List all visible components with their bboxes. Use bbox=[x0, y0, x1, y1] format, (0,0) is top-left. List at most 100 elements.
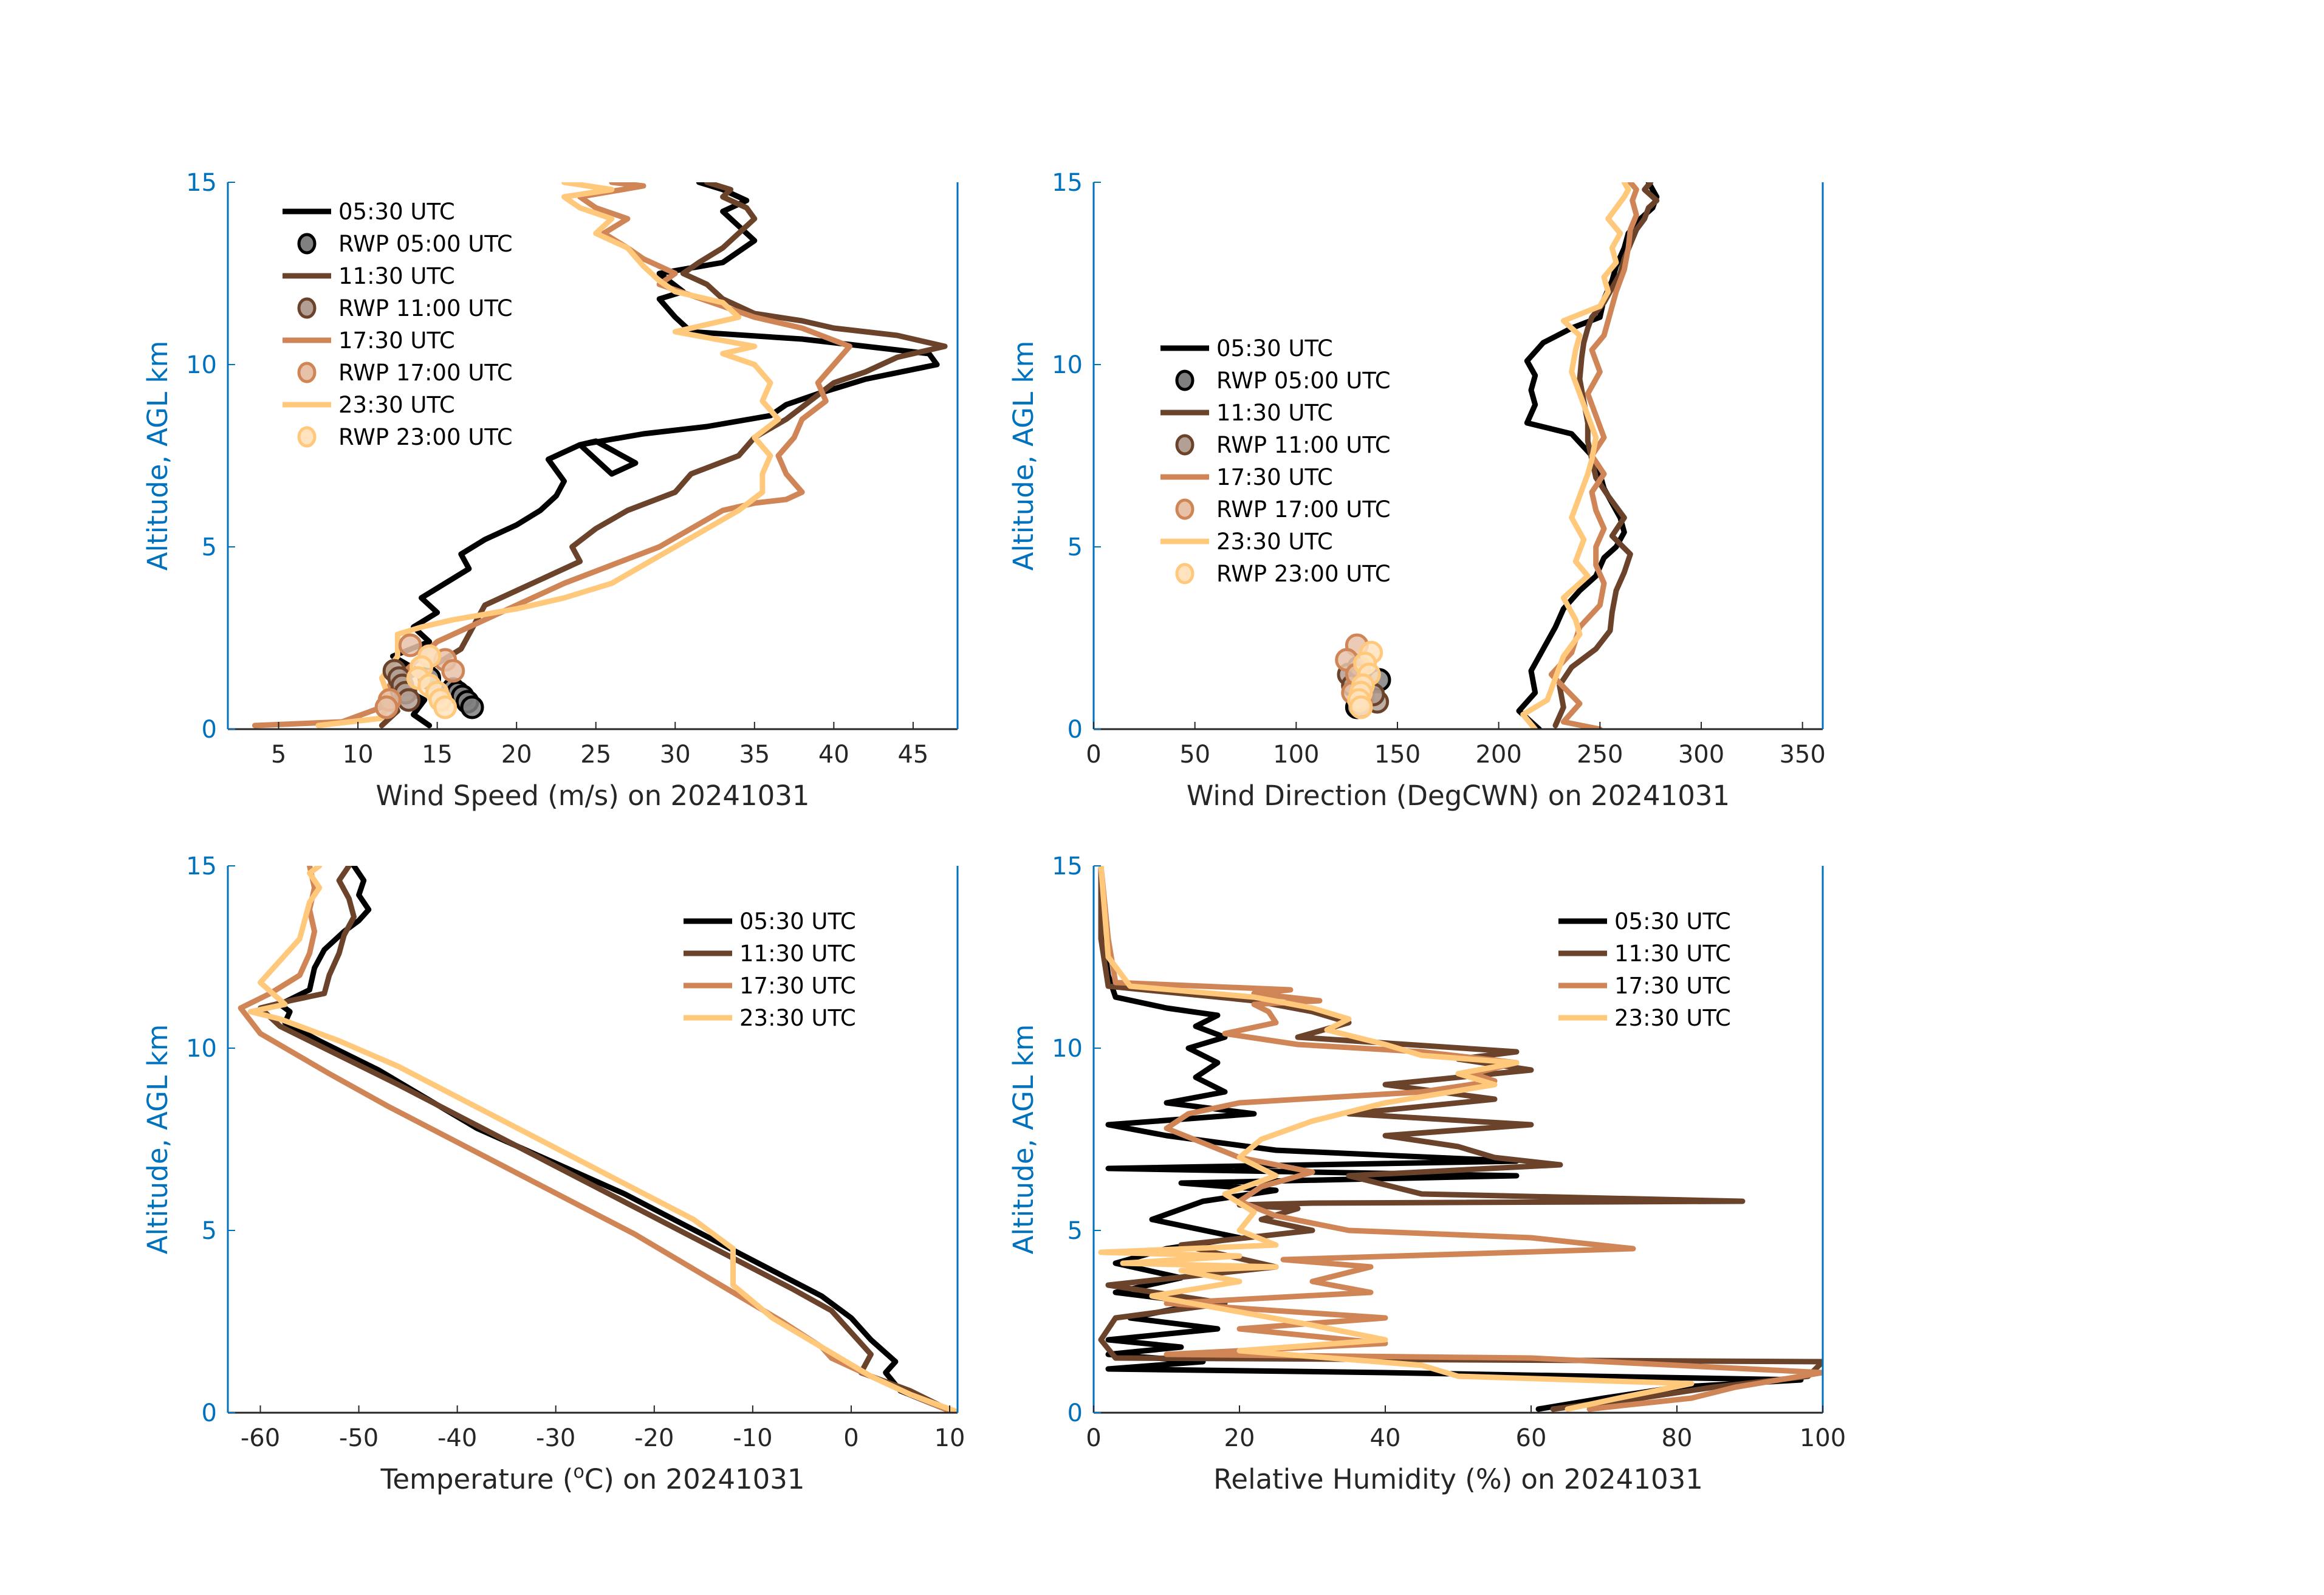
wind-speed-xtick-label: 20 bbox=[501, 741, 532, 769]
wind-direction-line-05-30-utc bbox=[1516, 182, 1660, 729]
wind-direction-xtick-label: 200 bbox=[1475, 741, 1521, 769]
temperature-panel: -60 -50 -40 -30 -20 -10 0 10 0 5 10 15 05:30 UTC 11:3… bbox=[142, 852, 965, 1495]
wind-speed-ytick-label: 0 bbox=[202, 716, 217, 744]
relative-humidity-xtick-label: 80 bbox=[1662, 1424, 1693, 1452]
wind-direction-xtick-label: 100 bbox=[1273, 741, 1319, 769]
legend-entry-05-30-utc: 05:30 UTC bbox=[739, 908, 856, 935]
legend-entry-rwp-17-00-utc: RWP 17:00 UTC bbox=[1216, 496, 1391, 523]
wind-speed-panel: 5 10 15 20 25 30 35 40 45 0 5 10 15 05:30 UTC RWP 05:0… bbox=[142, 169, 959, 812]
legend-entry-rwp-11-00-utc: RWP 11:00 UTC bbox=[1216, 432, 1391, 458]
wind-speed-xtick-label: 5 bbox=[271, 741, 286, 769]
wind-speed-series-group bbox=[252, 182, 948, 729]
relative-humidity-panel: 0 20 40 60 80 100 0 5 10 15 05:30 UTC 11:30 UTC 17:3… bbox=[1007, 852, 1846, 1495]
legend-entry-rwp-17-00-utc: RWP 17:00 UTC bbox=[338, 360, 513, 386]
relative-humidity-ylabel: Altitude, AGL km bbox=[1007, 1024, 1040, 1255]
legend-marker-icon bbox=[297, 362, 317, 383]
legend-marker-icon bbox=[297, 297, 317, 319]
wind-speed-point-rwp-23-00-utc bbox=[433, 695, 458, 719]
legend-entry-rwp-23-00-utc: RWP 23:00 UTC bbox=[1216, 561, 1391, 587]
temperature-xtick-label: -50 bbox=[339, 1424, 379, 1452]
temperature-xlabel-pre: Temperature ( bbox=[380, 1463, 574, 1495]
relative-humidity-legend: 05:30 UTC 11:30 UTC 17:30 UTC 23:30 UTC bbox=[1558, 908, 1731, 1031]
legend-entry-05-30-utc: 05:30 UTC bbox=[338, 199, 455, 225]
temperature-line-23-30-utc bbox=[247, 866, 958, 1413]
wind-direction-xtick-label: 50 bbox=[1179, 741, 1210, 769]
legend-entry-rwp-23-00-utc: RWP 23:00 UTC bbox=[338, 424, 513, 450]
legend-entry-05-30-utc: 05:30 UTC bbox=[1216, 335, 1333, 362]
legend-entry-11-30-utc: 11:30 UTC bbox=[1216, 400, 1333, 426]
wind-speed-xtick-label: 25 bbox=[580, 741, 611, 769]
relative-humidity-xtick-label: 0 bbox=[1086, 1424, 1101, 1452]
wind-direction-line-23-30-utc bbox=[1520, 182, 1631, 729]
wind-speed-ytick-label: 5 bbox=[202, 533, 217, 561]
wind-speed-xtick-label: 35 bbox=[739, 741, 770, 769]
wind-direction-xlabel: Wind Direction (DegCWN) on 20241031 bbox=[1187, 780, 1730, 812]
legend-entry-rwp-05-00-utc: RWP 05:00 UTC bbox=[338, 231, 513, 257]
legend-entry-17-30-utc: 17:30 UTC bbox=[1216, 464, 1333, 490]
wind-direction-ylabel: Altitude, AGL km bbox=[1007, 341, 1040, 571]
temperature-ytick-label: 0 bbox=[202, 1399, 217, 1427]
relative-humidity-xtick-label: 40 bbox=[1370, 1424, 1401, 1452]
wind-direction-ytick-label: 0 bbox=[1068, 716, 1083, 744]
temperature-series-group bbox=[238, 866, 958, 1413]
temperature-ytick-label: 5 bbox=[202, 1217, 217, 1245]
relative-humidity-ytick-label: 15 bbox=[1052, 852, 1083, 880]
wind-direction-xtick-label: 150 bbox=[1374, 741, 1421, 769]
wind-direction-legend: 05:30 UTC RWP 05:00 UTC 11:30 UTC RWP 11:00… bbox=[1160, 335, 1391, 587]
wind-direction-plot-area: 0 50 100 150 200 250 300 350 0 5 10 15 05:30 UTC RWP … bbox=[1052, 169, 1826, 769]
relative-humidity-ytick-label: 5 bbox=[1068, 1217, 1083, 1245]
wind-direction-series-group bbox=[1335, 182, 1660, 729]
wind-speed-ylabel: Altitude, AGL km bbox=[142, 341, 174, 571]
legend-marker-icon bbox=[297, 233, 317, 255]
legend-marker-icon bbox=[1175, 563, 1195, 585]
wind-speed-plot-area: 5 10 15 20 25 30 35 40 45 0 5 10 15 05:30 UTC RWP 05:0… bbox=[186, 169, 959, 769]
wind-speed-xtick-label: 15 bbox=[422, 741, 453, 769]
legend-entry-rwp-05-00-utc: RWP 05:00 UTC bbox=[1216, 368, 1391, 394]
legend-entry-23-30-utc: 23:30 UTC bbox=[338, 392, 455, 418]
legend-entry-11-30-utc: 11:30 UTC bbox=[338, 263, 455, 289]
wind-speed-xtick-label: 40 bbox=[818, 741, 849, 769]
temperature-xlabel-post: C) on 20241031 bbox=[584, 1463, 805, 1495]
wind-speed-legend: 05:30 UTC RWP 05:00 UTC 11:30 UTC RWP 11:00… bbox=[283, 199, 513, 450]
relative-humidity-xlabel: Relative Humidity (%) on 20241031 bbox=[1213, 1463, 1703, 1495]
wind-speed-xtick-label: 30 bbox=[660, 741, 691, 769]
temperature-xtick-label: -40 bbox=[437, 1424, 477, 1452]
temperature-xtick-label: -20 bbox=[634, 1424, 674, 1452]
temperature-xtick-label: 0 bbox=[843, 1424, 859, 1452]
relative-humidity-ytick-label: 0 bbox=[1068, 1399, 1083, 1427]
legend-entry-17-30-utc: 17:30 UTC bbox=[1614, 973, 1731, 999]
wind-speed-point-rwp-17-00-utc bbox=[441, 659, 465, 683]
legend-marker-icon bbox=[297, 426, 317, 448]
temperature-xlabel: Temperature (oC) on 20241031 bbox=[380, 1461, 805, 1495]
legend-entry-17-30-utc: 17:30 UTC bbox=[739, 973, 856, 999]
wind-speed-point-rwp-05-00-utc bbox=[460, 695, 484, 719]
legend-entry-05-30-utc: 05:30 UTC bbox=[1614, 908, 1731, 935]
relative-humidity-series-group bbox=[1098, 866, 1823, 1412]
wind-speed-ytick-label: 15 bbox=[186, 169, 217, 197]
relative-humidity-line-11-30-utc bbox=[1098, 866, 1823, 1412]
wind-direction-xtick-label: 300 bbox=[1678, 741, 1724, 769]
wind-direction-xtick-label: 350 bbox=[1779, 741, 1825, 769]
wind-speed-xlabel: Wind Speed (m/s) on 20241031 bbox=[375, 780, 809, 812]
temperature-legend: 05:30 UTC 11:30 UTC 17:30 UTC 23:30 UTC bbox=[684, 908, 856, 1031]
relative-humidity-ytick-label: 10 bbox=[1052, 1035, 1083, 1063]
temperature-ytick-label: 15 bbox=[186, 852, 217, 880]
wind-speed-xtick-label: 45 bbox=[897, 741, 928, 769]
wind-direction-xtick-label: 0 bbox=[1086, 741, 1101, 769]
wind-direction-xtick-label: 250 bbox=[1577, 741, 1623, 769]
legend-entry-23-30-utc: 23:30 UTC bbox=[739, 1005, 856, 1031]
relative-humidity-plot-area: 0 20 40 60 80 100 0 5 10 15 05:30 UTC 11:30 UTC 17:3… bbox=[1052, 852, 1846, 1452]
wind-direction-ytick-label: 10 bbox=[1052, 351, 1083, 379]
temperature-xtick-label: 10 bbox=[934, 1424, 965, 1452]
wind-direction-ytick-label: 15 bbox=[1052, 169, 1083, 197]
legend-entry-11-30-utc: 11:30 UTC bbox=[739, 941, 856, 967]
wind-direction-point-rwp-23-00-utc bbox=[1349, 695, 1373, 719]
relative-humidity-line-23-30-utc bbox=[1098, 866, 1695, 1412]
legend-entry-rwp-11-00-utc: RWP 11:00 UTC bbox=[338, 295, 513, 321]
legend-entry-23-30-utc: 23:30 UTC bbox=[1216, 529, 1333, 555]
wind-speed-point-rwp-17-00-utc bbox=[374, 695, 399, 719]
wind-direction-panel: 0 50 100 150 200 250 300 350 0 5 10 15 05:30 UTC RWP … bbox=[1007, 169, 1826, 812]
legend-entry-11-30-utc: 11:30 UTC bbox=[1614, 941, 1731, 967]
